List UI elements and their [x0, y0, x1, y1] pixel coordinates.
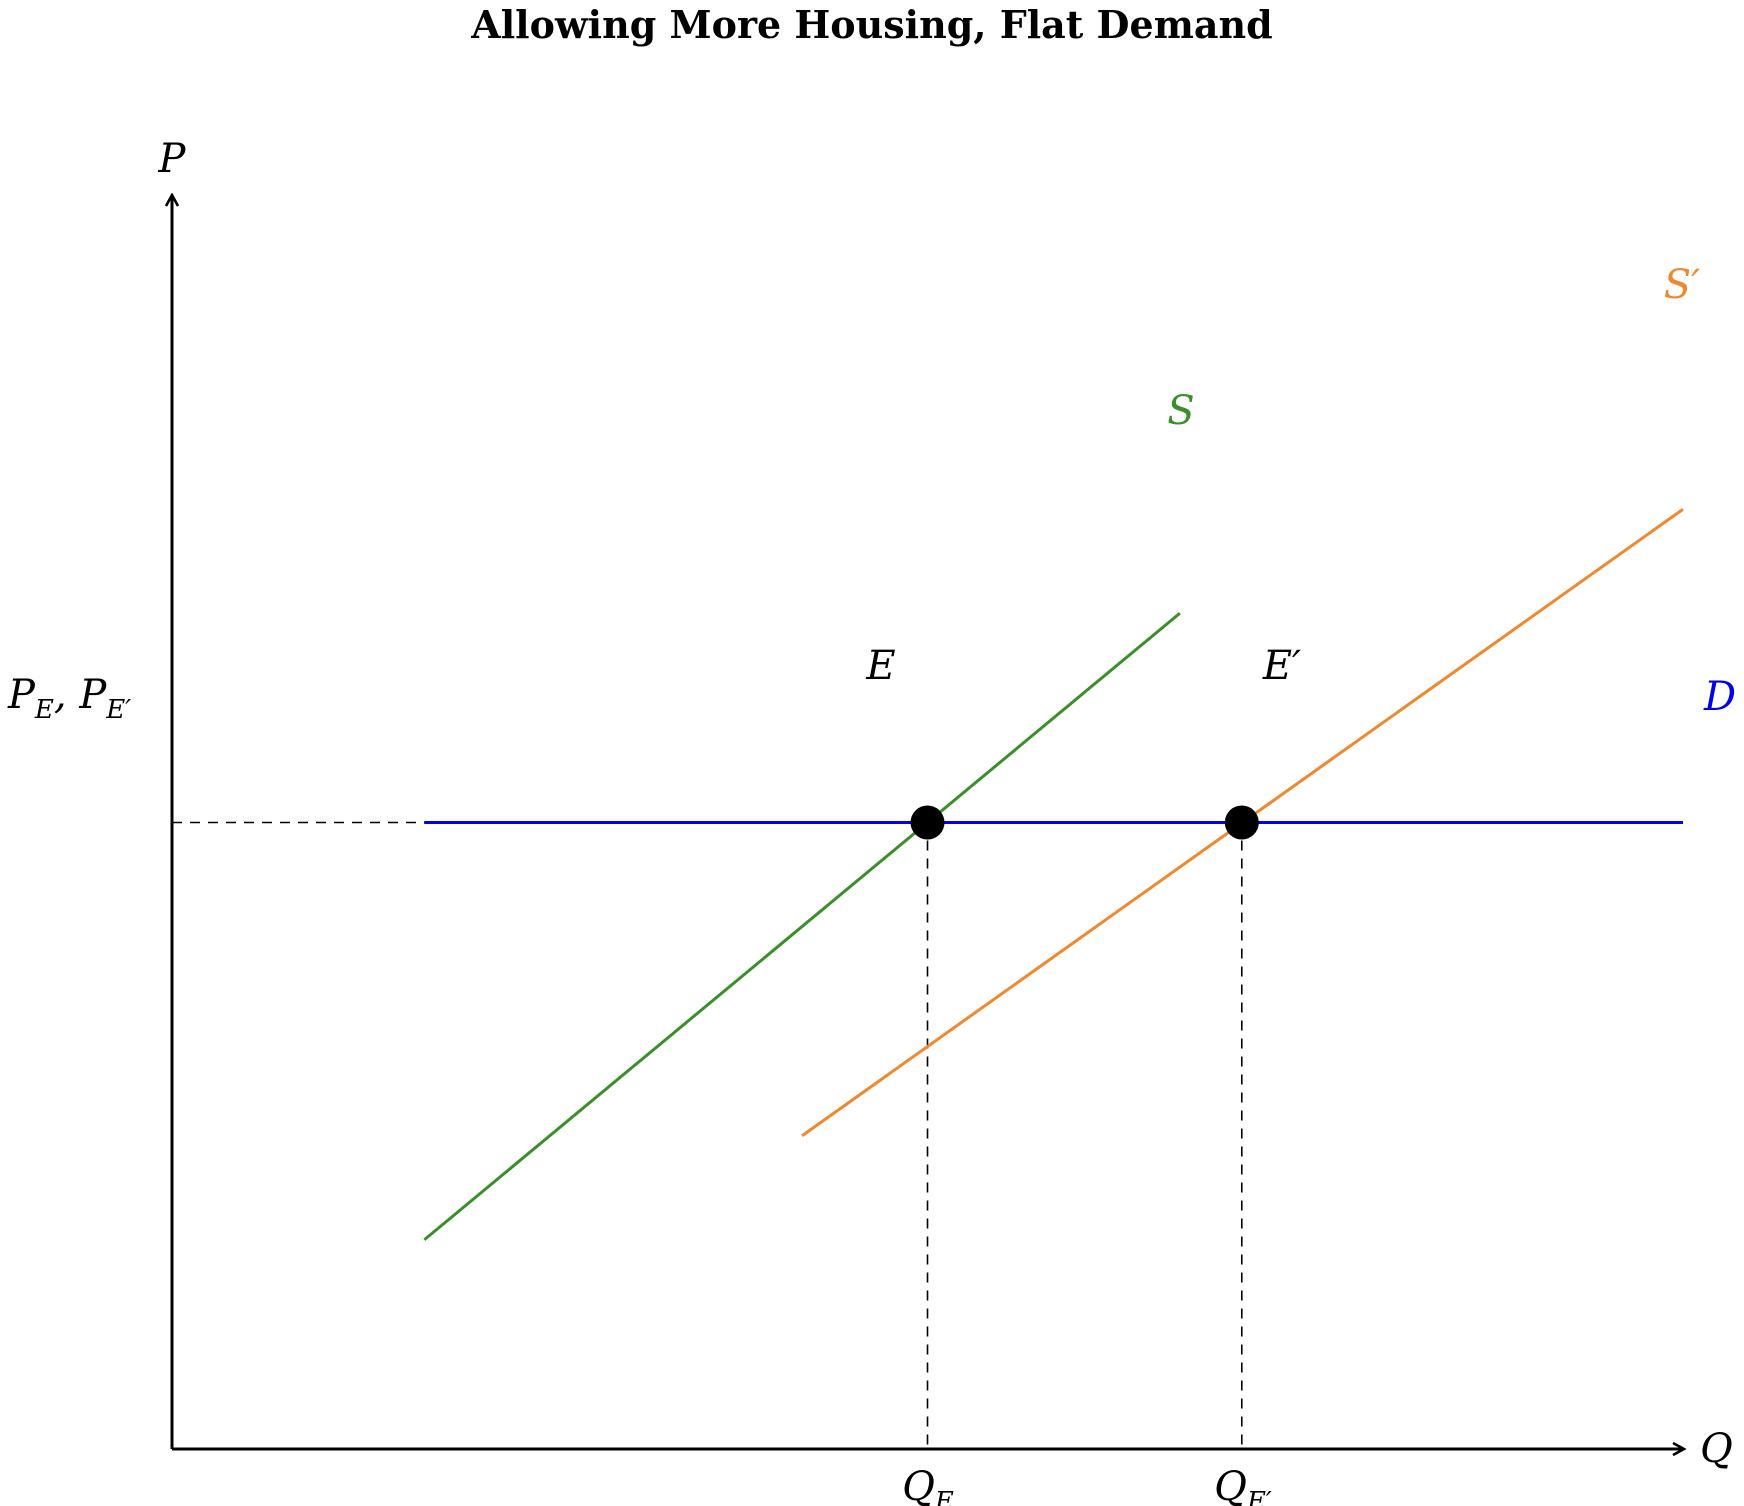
series-label-s-prime: S′	[1664, 262, 1701, 308]
chart-title: Allowing More Housing, Flat Demand	[470, 2, 1272, 47]
series-label-s: S	[1167, 388, 1194, 434]
pe-main: P	[7, 672, 36, 718]
point-label-e-prime: E′	[1262, 643, 1301, 689]
series-label-d: D	[1703, 674, 1736, 720]
s-prime-mark: ′	[1691, 262, 1700, 308]
qe2-main: Q	[1214, 1464, 1247, 1506]
pe2-main: P	[78, 672, 107, 718]
y-axis-label: P	[158, 136, 187, 182]
pe2-sub: E′	[105, 695, 131, 725]
e-prime-mark: ′	[1292, 643, 1301, 689]
x-axis-label: Q	[1700, 1426, 1733, 1472]
price-label: PE, PE′	[7, 672, 131, 725]
qe-main: Q	[902, 1464, 935, 1506]
quantity-label-qe: QE	[902, 1464, 954, 1506]
qe-sub: E	[934, 1487, 954, 1506]
quantity-label-qe-prime: QE′	[1214, 1464, 1272, 1506]
supply-curve-s	[423, 612, 1181, 1241]
equilibrium-point-e-prime	[1224, 805, 1259, 840]
point-label-e: E	[865, 643, 895, 689]
pe-comma: ,	[54, 672, 79, 718]
qe2-sub: E′	[1246, 1487, 1272, 1506]
s-prime-main: S	[1664, 262, 1691, 308]
pe-sub: E	[34, 695, 54, 725]
e-prime-main: E	[1262, 643, 1292, 689]
equilibrium-point-e	[910, 805, 945, 840]
